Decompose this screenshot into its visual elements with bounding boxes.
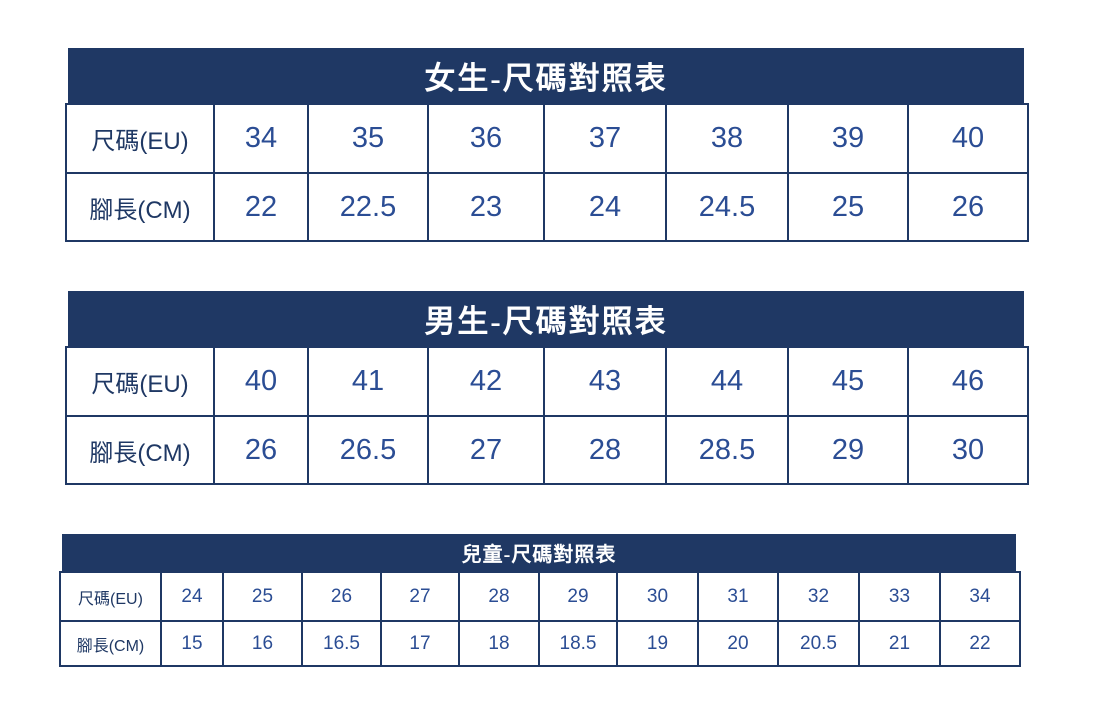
size-cell: 25 [787, 172, 909, 242]
size-cell: 19 [616, 620, 699, 667]
women-table-title: 女生-尺碼對照表 [424, 61, 668, 96]
size-cell: 44 [665, 346, 789, 417]
kids-size-table: 兒童-尺碼對照表 尺碼(EU) 24 25 26 27 28 29 30 31 32 33 34 腳長(… [59, 534, 1021, 667]
kids-table-title: 兒童-尺碼對照表 [461, 544, 617, 566]
size-cell: 17 [380, 620, 460, 667]
size-cell: 16 [222, 620, 303, 667]
size-cell: 43 [543, 346, 667, 417]
size-cell: 32 [777, 571, 860, 622]
size-cell: 28 [543, 415, 667, 485]
size-cell: 20 [697, 620, 779, 667]
size-cell: 27 [427, 415, 545, 485]
size-cell: 18 [458, 620, 540, 667]
size-cell: 26 [301, 571, 382, 622]
size-cell: 28.5 [665, 415, 789, 485]
size-cell: 27 [380, 571, 460, 622]
women-table-title-bar: 女生-尺碼對照表 [68, 48, 1024, 103]
size-cell: 26 [907, 172, 1029, 242]
row-label: 尺碼(EU) [65, 103, 215, 174]
size-cell: 22 [939, 620, 1021, 667]
size-cell: 40 [213, 346, 309, 417]
size-cell: 30 [616, 571, 699, 622]
men-table-title-bar: 男生-尺碼對照表 [68, 291, 1024, 346]
table-row: 尺碼(EU) 40 41 42 43 44 45 46 [65, 346, 1029, 417]
size-cell: 23 [427, 172, 545, 242]
size-cell: 34 [213, 103, 309, 174]
row-label: 尺碼(EU) [65, 346, 215, 417]
table-row: 尺碼(EU) 34 35 36 37 38 39 40 [65, 103, 1029, 174]
men-size-grid: 尺碼(EU) 40 41 42 43 44 45 46 腳長(CM) 26 26.5 27 28 28.5… [65, 346, 1029, 485]
men-table-title: 男生-尺碼對照表 [424, 304, 668, 339]
size-cell: 26.5 [307, 415, 429, 485]
size-cell: 28 [458, 571, 540, 622]
size-cell: 36 [427, 103, 545, 174]
size-cell: 46 [907, 346, 1029, 417]
size-cell: 45 [787, 346, 909, 417]
table-row: 腳長(CM) 26 26.5 27 28 28.5 29 30 [65, 415, 1029, 485]
size-cell: 25 [222, 571, 303, 622]
table-row: 腳長(CM) 15 16 16.5 17 18 18.5 19 20 20.5 21 22 [59, 620, 1021, 667]
kids-size-grid: 尺碼(EU) 24 25 26 27 28 29 30 31 32 33 34 腳長(CM) 15 16 16… [59, 571, 1021, 667]
size-cell: 16.5 [301, 620, 382, 667]
row-label: 腳長(CM) [65, 172, 215, 242]
size-cell: 24 [543, 172, 667, 242]
size-cell: 20.5 [777, 620, 860, 667]
size-cell: 31 [697, 571, 779, 622]
size-cell: 18.5 [538, 620, 618, 667]
size-cell: 34 [939, 571, 1021, 622]
size-cell: 29 [538, 571, 618, 622]
size-cell: 22 [213, 172, 309, 242]
size-cell: 33 [858, 571, 941, 622]
men-size-table: 男生-尺碼對照表 尺碼(EU) 40 41 42 43 44 45 46 腳長(CM) 26 26.… [65, 291, 1029, 485]
table-row: 尺碼(EU) 24 25 26 27 28 29 30 31 32 33 34 [59, 571, 1021, 622]
size-cell: 15 [160, 620, 224, 667]
women-size-table: 女生-尺碼對照表 尺碼(EU) 34 35 36 37 38 39 40 腳長(CM) 22 22.… [65, 48, 1029, 242]
size-cell: 41 [307, 346, 429, 417]
row-label: 腳長(CM) [65, 415, 215, 485]
size-cell: 24 [160, 571, 224, 622]
size-cell: 22.5 [307, 172, 429, 242]
size-cell: 24.5 [665, 172, 789, 242]
row-label: 尺碼(EU) [59, 571, 162, 622]
size-cell: 38 [665, 103, 789, 174]
kids-table-title-bar: 兒童-尺碼對照表 [62, 534, 1016, 571]
women-size-grid: 尺碼(EU) 34 35 36 37 38 39 40 腳長(CM) 22 22.5 23 24 24.5… [65, 103, 1029, 242]
size-cell: 26 [213, 415, 309, 485]
size-cell: 35 [307, 103, 429, 174]
size-cell: 37 [543, 103, 667, 174]
size-cell: 42 [427, 346, 545, 417]
size-cell: 30 [907, 415, 1029, 485]
size-cell: 39 [787, 103, 909, 174]
row-label: 腳長(CM) [59, 620, 162, 667]
table-row: 腳長(CM) 22 22.5 23 24 24.5 25 26 [65, 172, 1029, 242]
size-cell: 21 [858, 620, 941, 667]
size-cell: 40 [907, 103, 1029, 174]
size-cell: 29 [787, 415, 909, 485]
